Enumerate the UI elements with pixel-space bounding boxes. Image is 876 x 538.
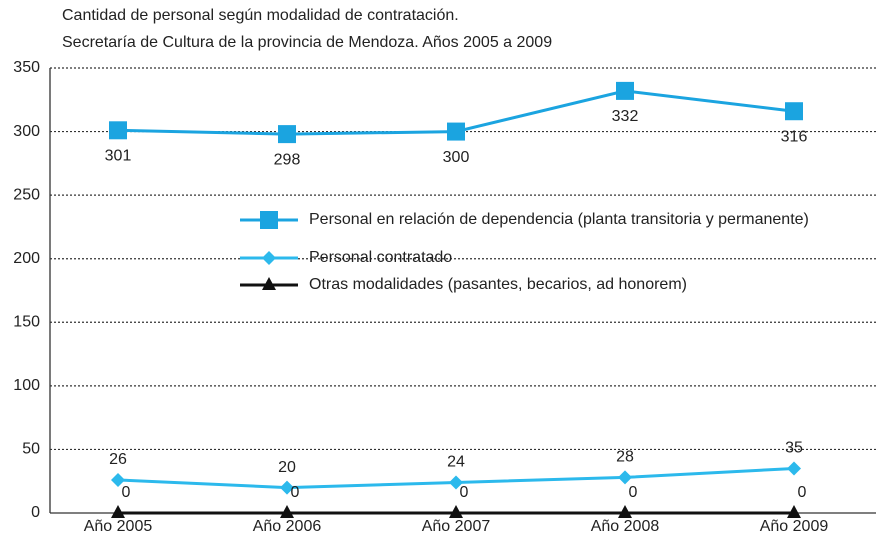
y-tick-label: 250 <box>13 186 40 203</box>
y-tick-label: 300 <box>13 123 40 140</box>
data-label: 0 <box>629 484 638 501</box>
data-label: 316 <box>781 128 808 145</box>
y-tick-label: 0 <box>31 504 40 521</box>
chart-subtitle: Secretaría de Cultura de la provincia de… <box>62 34 552 51</box>
x-tick-label: Año 2007 <box>422 518 491 535</box>
x-tick-label: Año 2009 <box>760 518 829 535</box>
marker <box>618 470 632 485</box>
legend-label: Personal contratado <box>309 249 452 266</box>
data-label: 300 <box>443 149 470 166</box>
marker <box>111 472 125 487</box>
data-label: 24 <box>447 454 465 471</box>
marker <box>616 81 634 100</box>
y-tick-label: 200 <box>13 250 40 267</box>
marker <box>787 505 801 518</box>
chart-title: Cantidad de personal según modalidad de … <box>62 7 459 24</box>
x-tick-label: Año 2005 <box>84 518 153 535</box>
data-label: 332 <box>612 108 639 125</box>
data-label: 20 <box>278 459 296 476</box>
legend-marker <box>262 277 276 290</box>
data-label: 0 <box>122 484 131 501</box>
data-label: 26 <box>109 451 127 468</box>
data-label: 28 <box>616 449 634 466</box>
data-label: 0 <box>460 484 469 501</box>
legend-label: Otras modalidades (pasantes, becarios, a… <box>309 276 687 293</box>
marker <box>785 102 803 121</box>
marker <box>111 505 125 518</box>
x-tick-label: Año 2006 <box>253 518 322 535</box>
data-label: 35 <box>785 440 803 457</box>
marker <box>278 125 296 144</box>
marker <box>109 121 127 140</box>
marker <box>447 122 465 141</box>
marker <box>449 505 463 518</box>
data-label: 301 <box>105 148 132 165</box>
data-label: 298 <box>274 151 301 168</box>
marker <box>280 480 294 495</box>
marker <box>280 505 294 518</box>
y-tick-label: 350 <box>13 59 40 76</box>
legend-marker <box>260 211 278 229</box>
marker <box>449 475 463 490</box>
legend-label: Personal en relación de dependencia (pla… <box>309 211 809 228</box>
data-label: 0 <box>291 484 300 501</box>
y-tick-label: 50 <box>22 441 40 458</box>
marker <box>787 461 801 476</box>
y-tick-label: 100 <box>13 377 40 394</box>
marker <box>618 505 632 518</box>
legend-marker <box>262 251 276 265</box>
data-label: 0 <box>798 484 807 501</box>
y-tick-label: 150 <box>13 314 40 331</box>
x-tick-label: Año 2008 <box>591 518 660 535</box>
